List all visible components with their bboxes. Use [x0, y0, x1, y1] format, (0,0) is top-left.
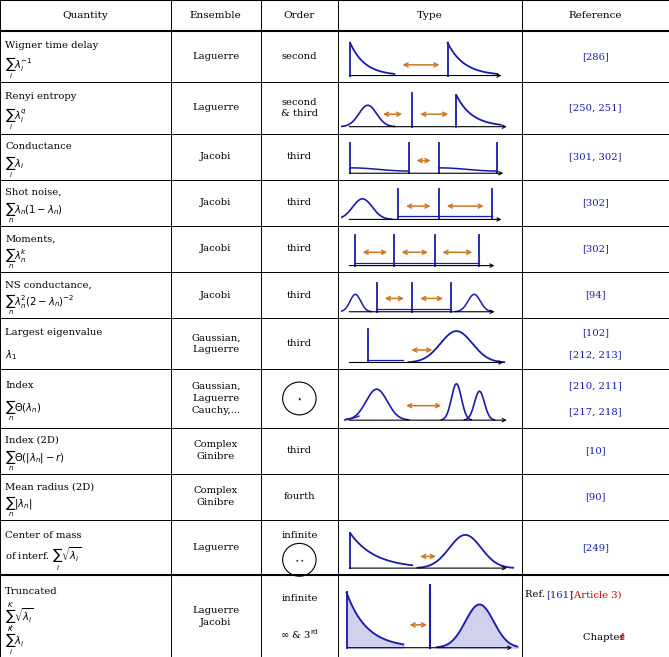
- Text: (Article 3): (Article 3): [567, 591, 622, 599]
- Text: Laguerre: Laguerre: [192, 53, 240, 61]
- Text: NS conductance,: NS conductance,: [5, 281, 92, 290]
- Text: $\sum_n \lambda_n^k$: $\sum_n \lambda_n^k$: [5, 247, 27, 271]
- Text: $\sum_n \lambda_n^2(2-\lambda_n)^{-2}$: $\sum_n \lambda_n^2(2-\lambda_n)^{-2}$: [5, 293, 75, 317]
- Text: [102]: [102]: [582, 328, 609, 337]
- Text: [90]: [90]: [585, 492, 605, 501]
- Text: Mean radius (2D): Mean radius (2D): [5, 482, 94, 491]
- Text: [161]: [161]: [546, 591, 573, 599]
- Text: Ensemble: Ensemble: [190, 11, 242, 20]
- Text: $\star\star$: $\star\star$: [294, 556, 305, 564]
- Text: Gaussian,
Laguerre
Cauchy,...: Gaussian, Laguerre Cauchy,...: [191, 382, 240, 415]
- Text: infinite: infinite: [281, 531, 318, 540]
- Text: second
& third: second & third: [281, 97, 318, 118]
- Text: Type: Type: [417, 11, 443, 20]
- Text: $\sum_i \lambda_i$: $\sum_i \lambda_i$: [5, 154, 24, 179]
- Text: Jacobi: Jacobi: [200, 198, 231, 207]
- Text: Jacobi: Jacobi: [200, 290, 231, 300]
- Text: Quantity: Quantity: [62, 11, 108, 20]
- Text: Conductance: Conductance: [5, 142, 72, 151]
- Text: $\sum_i^K \lambda_i$: $\sum_i^K \lambda_i$: [5, 624, 24, 657]
- Text: Complex
Ginibre: Complex Ginibre: [193, 486, 238, 507]
- Text: [250, 251]: [250, 251]: [569, 103, 622, 112]
- Text: Complex
Ginibre: Complex Ginibre: [193, 440, 238, 461]
- Text: $\star$: $\star$: [296, 394, 302, 403]
- Text: [301, 302]: [301, 302]: [569, 152, 622, 161]
- Text: [210, 211]: [210, 211]: [569, 381, 622, 390]
- Text: Ref.: Ref.: [525, 591, 549, 599]
- Text: $\sum_n \lambda_n(1-\lambda_n)$: $\sum_n \lambda_n(1-\lambda_n)$: [5, 201, 64, 225]
- Text: Order: Order: [284, 11, 315, 20]
- Text: $\sum_i^K \sqrt{\lambda_i}$: $\sum_i^K \sqrt{\lambda_i}$: [5, 600, 34, 633]
- Text: Index: Index: [5, 381, 34, 390]
- Text: third: third: [287, 244, 312, 254]
- Text: $\sum_n \Theta(|\lambda_n| - r)$: $\sum_n \Theta(|\lambda_n| - r)$: [5, 449, 65, 473]
- Text: $\sum_n |\lambda_n|$: $\sum_n |\lambda_n|$: [5, 495, 33, 519]
- Text: $\sum_i \lambda_i^{-1}$: $\sum_i \lambda_i^{-1}$: [5, 55, 33, 81]
- Text: fourth: fourth: [284, 492, 315, 501]
- Text: Laguerre
Jacobi: Laguerre Jacobi: [192, 606, 240, 627]
- Text: infinite: infinite: [281, 594, 318, 602]
- Text: Laguerre: Laguerre: [192, 543, 240, 552]
- Text: 4: 4: [619, 633, 626, 642]
- Text: Jacobi: Jacobi: [200, 152, 231, 161]
- Text: [94]: [94]: [585, 290, 605, 300]
- Text: Laguerre: Laguerre: [192, 103, 240, 112]
- Text: Wigner time delay: Wigner time delay: [5, 41, 98, 50]
- Text: Truncated: Truncated: [5, 587, 58, 596]
- Text: Largest eigenvalue: Largest eigenvalue: [5, 328, 103, 337]
- Text: Center of mass: Center of mass: [5, 531, 82, 540]
- Text: Gaussian,
Laguerre: Gaussian, Laguerre: [191, 333, 240, 354]
- Text: [212, 213]: [212, 213]: [569, 351, 622, 359]
- Text: second: second: [282, 53, 317, 61]
- Text: [302]: [302]: [582, 244, 609, 254]
- Text: Jacobi: Jacobi: [200, 244, 231, 254]
- Text: Index (2D): Index (2D): [5, 436, 60, 445]
- Text: third: third: [287, 339, 312, 348]
- Text: $\sum_n \Theta(\lambda_n)$: $\sum_n \Theta(\lambda_n)$: [5, 399, 42, 423]
- Text: third: third: [287, 198, 312, 207]
- Text: $\lambda_1$: $\lambda_1$: [5, 348, 17, 362]
- Text: [286]: [286]: [582, 53, 609, 61]
- Text: Renyi entropy: Renyi entropy: [5, 92, 77, 101]
- Text: [249]: [249]: [582, 543, 609, 552]
- Text: Chapter: Chapter: [583, 633, 628, 642]
- Text: Shot noise,: Shot noise,: [5, 188, 62, 197]
- Text: third: third: [287, 446, 312, 455]
- Text: Moments,: Moments,: [5, 235, 56, 243]
- Text: [217, 218]: [217, 218]: [569, 407, 622, 416]
- Text: $\sum_i \lambda_i^q$: $\sum_i \lambda_i^q$: [5, 106, 27, 132]
- Text: $\infty$ & 3$^{\rm rd}$: $\infty$ & 3$^{\rm rd}$: [280, 627, 318, 641]
- Text: [302]: [302]: [582, 198, 609, 207]
- Text: third: third: [287, 152, 312, 161]
- Text: third: third: [287, 290, 312, 300]
- Text: Reference: Reference: [569, 11, 622, 20]
- Text: of interf. $\sum_i \sqrt{\lambda_i}$: of interf. $\sum_i \sqrt{\lambda_i}$: [5, 546, 82, 574]
- Text: [10]: [10]: [585, 446, 605, 455]
